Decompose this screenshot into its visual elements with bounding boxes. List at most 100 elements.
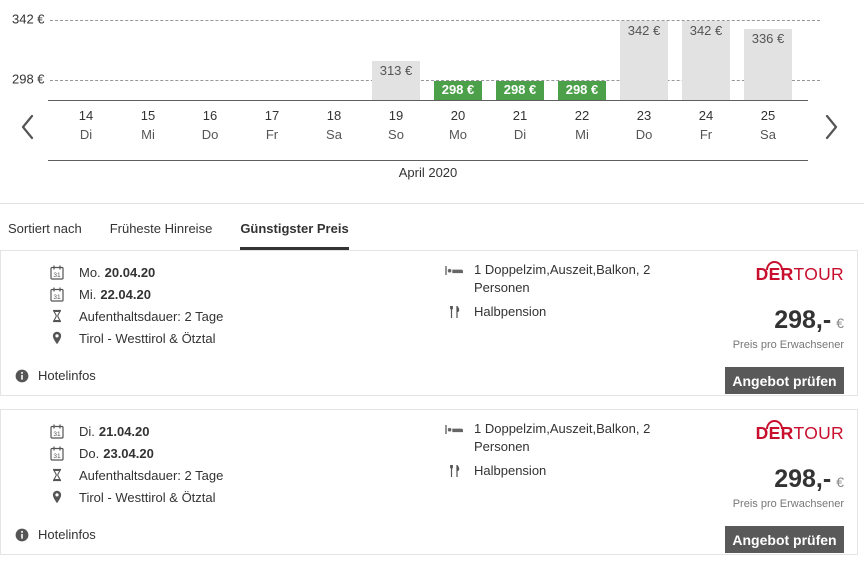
- svg-text:31: 31: [53, 272, 61, 279]
- duration-text: Aufenthaltsdauer: 2 Tage: [79, 308, 224, 324]
- gridline-342: [50, 20, 820, 21]
- price-bar[interactable]: 342 €: [682, 21, 730, 100]
- checkout-row: 31 Do. 23.04.20: [49, 442, 223, 464]
- day-cell[interactable]: 15 Mi: [117, 108, 179, 142]
- day-cell[interactable]: 20 Mo: [427, 108, 489, 142]
- region-text: Tirol - Westtirol & Ötztal: [79, 330, 216, 346]
- checkout-date: 23.04.20: [103, 445, 154, 461]
- price-bar[interactable]: 313 €: [372, 61, 420, 100]
- dertour-logo: DERTOUR: [755, 420, 844, 443]
- x-axis-bottom-line: [48, 160, 808, 161]
- dertour-logo-der: DER: [755, 423, 794, 443]
- room-board-details: 1 Doppelzim,Auszeit,Balkon, 2 Personen H…: [444, 420, 694, 478]
- price-bar[interactable]: 298 €: [434, 81, 482, 100]
- day-number: 21: [512, 108, 528, 123]
- price-bar[interactable]: 298 €: [496, 81, 544, 100]
- duration-row: Aufenthaltsdauer: 2 Tage: [49, 464, 223, 486]
- dertour-logo-tour: TOUR: [793, 423, 844, 443]
- check-offer-button[interactable]: Angebot prüfen: [725, 526, 844, 553]
- day-weekday: Fr: [265, 127, 279, 142]
- info-icon: [15, 528, 29, 542]
- day-weekday: Sa: [326, 127, 342, 142]
- bar-price-label: 298 €: [565, 82, 599, 97]
- price-currency: €: [836, 315, 844, 331]
- sort-tab[interactable]: Früheste Hinreise: [109, 221, 213, 236]
- calendar-icon: 31: [49, 446, 65, 461]
- location-pin-icon: [49, 331, 65, 345]
- checkout-row: 31 Mi. 22.04.20: [49, 283, 223, 305]
- bar-price-label: 336 €: [751, 31, 785, 46]
- day-number: 23: [636, 108, 652, 123]
- price-amount: 298,-: [774, 465, 832, 493]
- day-weekday: Mi: [575, 127, 589, 142]
- day-weekday: Di: [513, 127, 527, 142]
- check-offer-button[interactable]: Angebot prüfen: [725, 367, 844, 394]
- day-number: 25: [760, 108, 776, 123]
- region-row: Tirol - Westtirol & Ötztal: [49, 486, 223, 508]
- day-cell[interactable]: 23 Do: [613, 108, 675, 142]
- svg-text:31: 31: [53, 431, 61, 438]
- checkin-weekday: Mo.: [79, 264, 101, 280]
- day-cell[interactable]: 18 Sa: [303, 108, 365, 142]
- day-number: 18: [326, 108, 342, 123]
- day-number: 16: [202, 108, 218, 123]
- day-cell[interactable]: 22 Mi: [551, 108, 613, 142]
- cutlery-icon: [444, 463, 464, 478]
- day-number: 17: [264, 108, 280, 123]
- checkin-weekday: Di.: [79, 423, 95, 439]
- offer-details: 31 Di. 21.04.20 31 Do. 23.04.20 Aufenthalt…: [49, 420, 223, 508]
- day-weekday: Fr: [699, 127, 713, 142]
- price-bar[interactable]: 342 €: [620, 21, 668, 100]
- day-cell[interactable]: 19 So: [365, 108, 427, 142]
- day-number: 22: [574, 108, 590, 123]
- bar-price-label: 298 €: [503, 82, 537, 97]
- hourglass-icon: [49, 468, 65, 482]
- location-pin-icon: [49, 490, 65, 504]
- price-line: 298,- €: [725, 306, 844, 335]
- board-text: Halbpension: [474, 304, 547, 319]
- board-row: Halbpension: [444, 304, 694, 319]
- hourglass-icon: [49, 309, 65, 323]
- offer-details: 31 Mo. 20.04.20 31 Mi. 22.04.20 Aufenthalt…: [49, 261, 223, 349]
- bar-price-label: 298 €: [441, 82, 475, 97]
- day-cell[interactable]: 17 Fr: [241, 108, 303, 142]
- chevron-right-icon[interactable]: [818, 111, 844, 143]
- checkin-date: 20.04.20: [104, 264, 156, 280]
- checkout-date: 22.04.20: [100, 286, 151, 302]
- offers-list: 31 Mo. 20.04.20 31 Mi. 22.04.20 Aufenthalt…: [0, 250, 864, 555]
- board-text: Halbpension: [474, 463, 547, 478]
- price-bar[interactable]: 336 €: [744, 29, 792, 100]
- price-calendar: 342 € 298 € 313 € 298 € 298 € 298 € 342 € 342…: [0, 0, 864, 190]
- y-axis-label-342: 342 €: [12, 11, 45, 27]
- hotel-info-link[interactable]: Hotelinfos: [15, 368, 96, 383]
- day-number: 19: [388, 108, 404, 123]
- price-line: 298,- €: [725, 465, 844, 494]
- hotel-info-link[interactable]: Hotelinfos: [15, 527, 96, 542]
- sort-tab[interactable]: Sortiert nach: [8, 221, 82, 236]
- checkin-row: 31 Mo. 20.04.20: [49, 261, 223, 283]
- day-cell[interactable]: 21 Di: [489, 108, 551, 142]
- day-cell[interactable]: 25 Sa: [737, 108, 799, 142]
- region-text: Tirol - Westtirol & Ötztal: [79, 489, 216, 505]
- day-cell[interactable]: 24 Fr: [675, 108, 737, 142]
- duration-text: Aufenthaltsdauer: 2 Tage: [79, 467, 224, 483]
- chevron-left-icon[interactable]: [15, 111, 41, 143]
- room-row: 1 Doppelzim,Auszeit,Balkon, 2 Personen: [444, 420, 694, 456]
- day-cell[interactable]: 16 Do: [179, 108, 241, 142]
- day-weekday: Do: [201, 127, 219, 142]
- bed-icon: [444, 261, 464, 297]
- dertour-logo-arc: [765, 261, 783, 270]
- day-weekday: So: [388, 127, 404, 142]
- room-text: 1 Doppelzim,Auszeit,Balkon, 2 Personen: [474, 421, 651, 454]
- offer-card: 31 Mo. 20.04.20 31 Mi. 22.04.20 Aufenthalt…: [0, 250, 858, 396]
- duration-row: Aufenthaltsdauer: 2 Tage: [49, 305, 223, 327]
- price-note: Preis pro Erwachsener: [732, 339, 844, 351]
- sort-tab[interactable]: Günstigster Preis: [240, 204, 349, 250]
- dertour-logo-tour: TOUR: [793, 264, 844, 284]
- x-axis-line: [48, 100, 808, 101]
- price-bar[interactable]: 298 €: [558, 81, 606, 100]
- checkout-weekday: Mi.: [79, 286, 97, 302]
- room-board-details: 1 Doppelzim,Auszeit,Balkon, 2 Personen H…: [444, 261, 694, 319]
- info-icon: [15, 369, 29, 383]
- day-cell[interactable]: 14 Di: [55, 108, 117, 142]
